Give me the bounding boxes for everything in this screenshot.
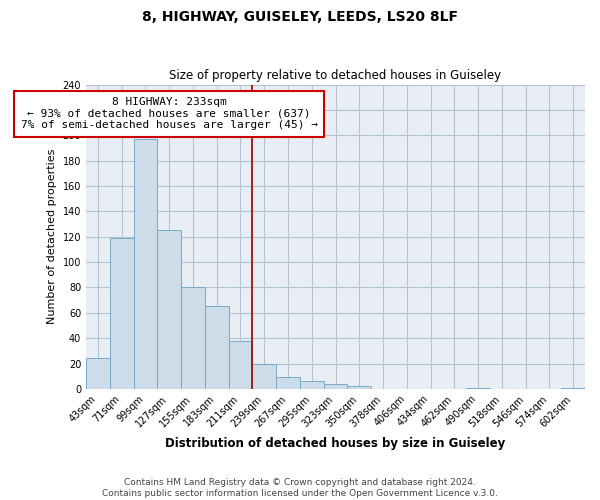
Bar [110, 238, 134, 389]
Bar [157, 230, 181, 389]
Bar [347, 386, 371, 389]
Title: Size of property relative to detached houses in Guiseley: Size of property relative to detached ho… [169, 69, 502, 82]
Bar [205, 306, 229, 389]
Bar [323, 384, 347, 389]
Y-axis label: Number of detached properties: Number of detached properties [47, 149, 57, 324]
Bar [181, 288, 205, 389]
Bar [86, 358, 110, 389]
Bar [276, 378, 300, 389]
Bar [300, 382, 323, 389]
Bar [466, 388, 490, 389]
Bar [134, 139, 157, 389]
Text: 8 HIGHWAY: 233sqm
← 93% of detached houses are smaller (637)
7% of semi-detached: 8 HIGHWAY: 233sqm ← 93% of detached hous… [20, 97, 317, 130]
Bar [561, 388, 585, 389]
Bar [253, 364, 276, 389]
Text: Contains HM Land Registry data © Crown copyright and database right 2024.
Contai: Contains HM Land Registry data © Crown c… [102, 478, 498, 498]
X-axis label: Distribution of detached houses by size in Guiseley: Distribution of detached houses by size … [166, 437, 506, 450]
Text: 8, HIGHWAY, GUISELEY, LEEDS, LS20 8LF: 8, HIGHWAY, GUISELEY, LEEDS, LS20 8LF [142, 10, 458, 24]
Bar [229, 340, 253, 389]
